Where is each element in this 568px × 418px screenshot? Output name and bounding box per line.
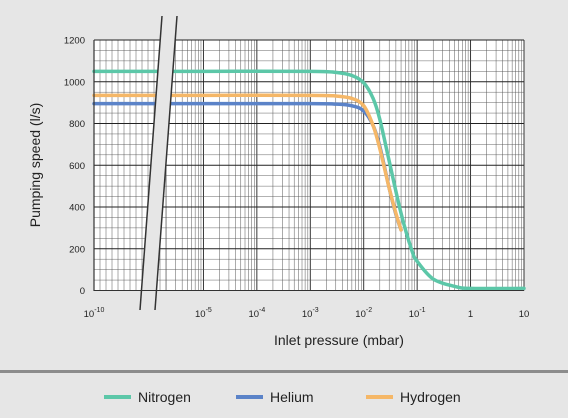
legend-label-hydrogen: Hydrogen — [400, 389, 461, 405]
x-tick-label: 10-1 — [409, 307, 426, 320]
legend-label-helium: Helium — [270, 389, 314, 405]
x-tick-label: 10-4 — [248, 307, 265, 320]
x-tick-label: 10-3 — [302, 307, 319, 320]
x-tick-label: 10-5 — [195, 307, 212, 320]
y-tick-label: 1200 — [64, 36, 85, 47]
axis-break-band — [140, 16, 177, 310]
y-axis-title: Pumping speed (l/s) — [27, 103, 43, 228]
x-tick-label: 10-2 — [355, 307, 372, 320]
series-line-nitrogen — [92, 69, 526, 291]
legend: Nitrogen Helium Hydrogen — [104, 389, 461, 405]
y-tick-label: 0 — [80, 286, 85, 297]
y-tick-label: 400 — [69, 203, 85, 214]
axis-break-line-left — [139, 15, 163, 311]
x-tick-label: 1 — [468, 309, 473, 320]
x-axis-title: Inlet pressure (mbar) — [274, 332, 404, 348]
x-tick-label: 10-10 — [84, 307, 105, 320]
legend-divider — [0, 370, 568, 373]
x-tick-label: 10 — [519, 309, 530, 320]
y-tick-label: 200 — [69, 244, 85, 255]
y-tick-labels: 0 200 400 600 800 1000 1200 — [64, 36, 85, 298]
axis-break-line-right — [154, 15, 178, 311]
y-tick-label: 800 — [69, 119, 85, 130]
series-line-hydrogen — [92, 93, 403, 232]
y-tick-label: 1000 — [64, 77, 85, 88]
y-tick-label: 600 — [69, 161, 85, 172]
legend-label-nitrogen: Nitrogen — [138, 389, 191, 405]
series-lines — [92, 69, 526, 291]
